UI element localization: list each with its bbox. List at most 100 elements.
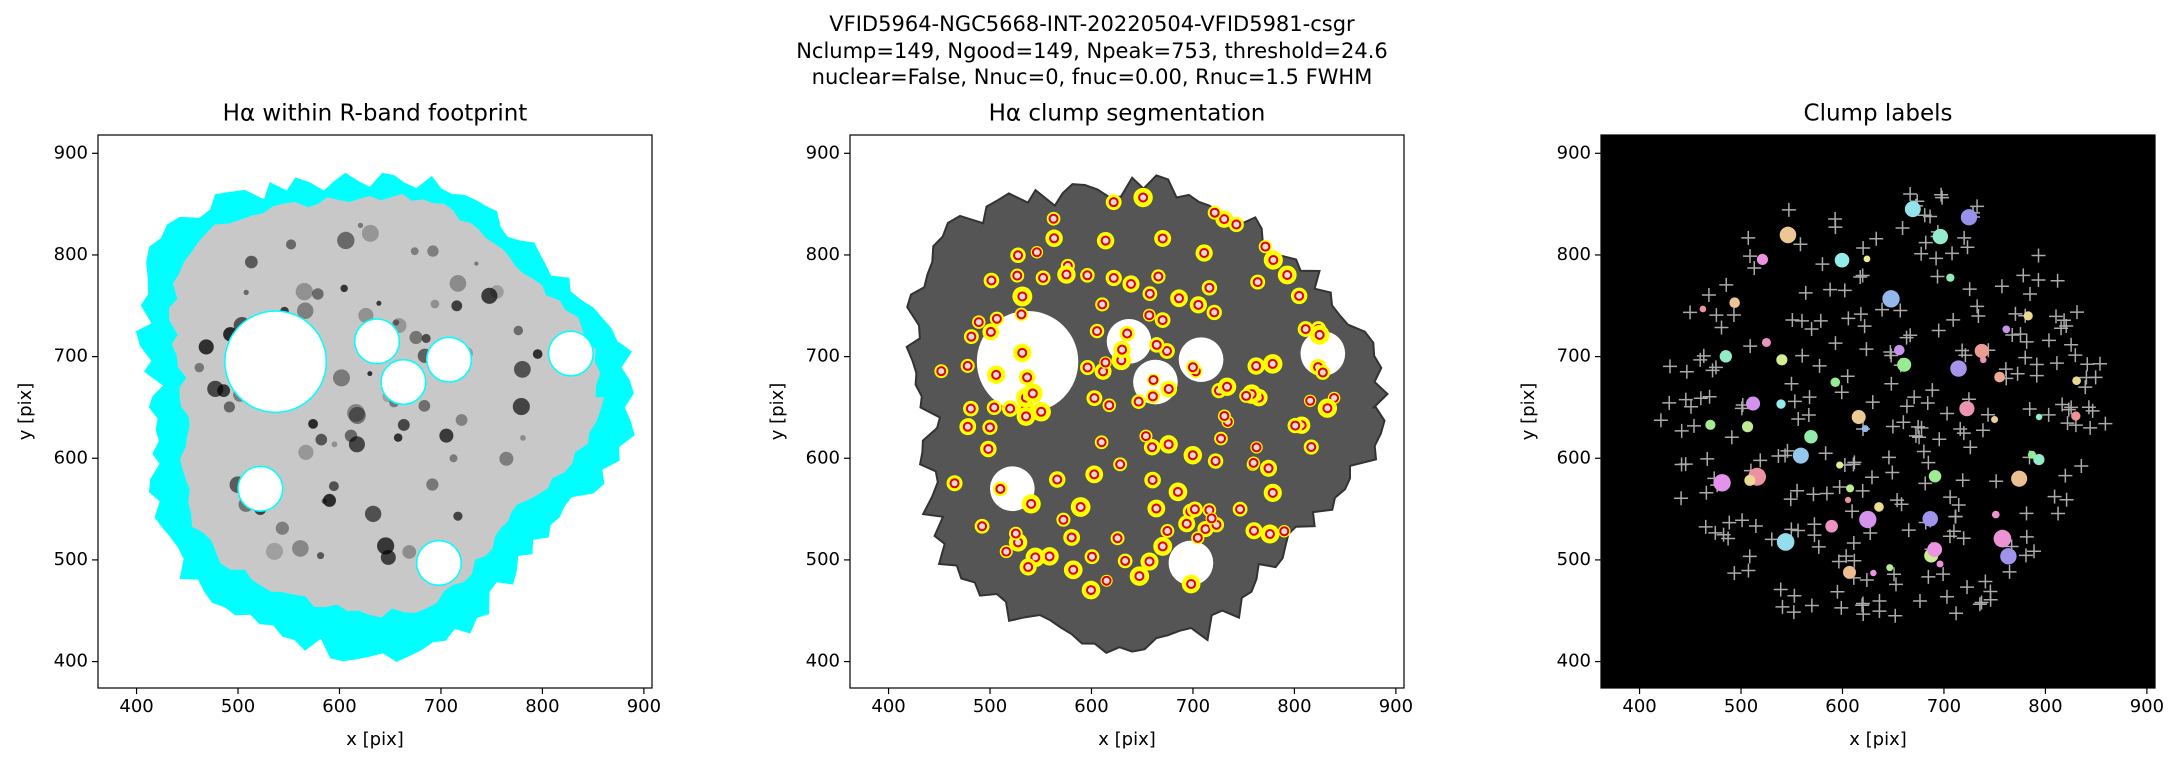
clump-marker xyxy=(1186,579,1197,590)
peak-marker xyxy=(1794,313,1809,328)
peak-marker xyxy=(1802,390,1817,405)
peak-marker xyxy=(2008,306,2023,321)
clump-label xyxy=(2011,470,2028,487)
clump-marker xyxy=(1305,395,1316,406)
clump-marker xyxy=(1112,533,1123,544)
y-tick-label: 500 xyxy=(54,549,88,570)
clump-label xyxy=(1863,255,1871,263)
peak-marker xyxy=(2031,272,2046,287)
peak-marker xyxy=(2098,416,2113,431)
x-tick-label: 400 xyxy=(1622,696,1656,717)
peak-marker xyxy=(1872,604,1887,619)
clump-label xyxy=(1830,377,1841,388)
clump-label xyxy=(1699,305,1707,313)
peak-marker xyxy=(1914,246,1929,261)
clump-marker xyxy=(1248,457,1259,468)
clump-marker xyxy=(986,275,997,286)
peak-marker xyxy=(2019,506,2034,521)
clump-marker xyxy=(962,421,973,432)
emission-spot xyxy=(449,275,467,292)
clump-label xyxy=(1904,201,1921,218)
clump-label xyxy=(1979,356,1987,364)
peak-marker xyxy=(1708,525,1723,540)
clump-marker xyxy=(1125,278,1136,289)
clump-marker xyxy=(1049,233,1060,244)
peak-marker xyxy=(2085,403,2100,418)
emission-spot xyxy=(451,300,463,312)
peak-marker xyxy=(1784,376,1799,391)
emission-spot xyxy=(337,231,355,250)
peak-marker xyxy=(1888,608,1903,623)
peak-marker xyxy=(1674,457,1689,472)
peak-marker xyxy=(1998,362,2013,377)
masked-star xyxy=(237,465,284,512)
emission-spot xyxy=(512,398,530,416)
clump-marker xyxy=(1248,525,1259,536)
peak-marker xyxy=(1841,311,1856,326)
peak-marker xyxy=(1813,313,1828,328)
peak-marker xyxy=(2016,268,2031,283)
peak-marker xyxy=(1970,299,1985,314)
clump-marker xyxy=(1147,475,1158,486)
clump-marker xyxy=(1174,293,1185,304)
peak-marker xyxy=(1832,480,1847,495)
peak-marker xyxy=(1934,187,1949,202)
peak-marker xyxy=(1875,302,1890,317)
peak-marker xyxy=(1679,364,1694,379)
peak-marker xyxy=(1946,524,1961,539)
y-tick-label: 600 xyxy=(54,447,88,468)
peak-marker xyxy=(2029,357,2044,372)
peak-marker xyxy=(2064,400,2079,415)
peak-marker xyxy=(1785,312,1800,327)
clump-marker xyxy=(949,478,960,489)
peak-marker xyxy=(2002,564,2017,579)
clump-marker xyxy=(1252,277,1263,288)
peak-marker xyxy=(1714,320,1729,335)
emission-spot xyxy=(449,454,458,463)
clump-marker xyxy=(962,360,973,371)
peak-marker xyxy=(1783,492,1798,507)
emission-spot xyxy=(194,362,205,373)
emission-spot xyxy=(223,401,235,413)
clump-marker xyxy=(973,317,984,328)
x-tick-label: 800 xyxy=(525,696,559,717)
peak-marker xyxy=(1674,423,1689,438)
emission-spot xyxy=(332,369,350,387)
clump-marker xyxy=(1148,374,1159,385)
peak-marker xyxy=(1955,473,1970,488)
clump-marker xyxy=(965,403,976,414)
clump-label xyxy=(1991,510,2000,519)
clump-marker xyxy=(1219,214,1230,225)
peak-marker xyxy=(1887,567,1902,582)
clump-marker xyxy=(1204,282,1215,293)
peak-marker xyxy=(2050,273,2065,288)
clump-marker xyxy=(1052,474,1063,485)
peak-marker xyxy=(1864,470,1879,485)
y-tick-label: 400 xyxy=(1557,651,1591,672)
clump-marker xyxy=(1044,551,1055,562)
clump-marker xyxy=(1066,532,1077,543)
peak-marker xyxy=(1853,307,1868,322)
emission-spot xyxy=(315,433,328,446)
x-tick-label: 500 xyxy=(1724,696,1758,717)
clump-label xyxy=(1851,410,1866,425)
clump-label xyxy=(1719,350,1732,363)
peak-marker xyxy=(1818,446,1833,461)
axes-frame xyxy=(97,134,653,689)
peak-marker xyxy=(1893,303,1908,318)
panel: 400 500 600 700 800 900 400 500 600 700 800 900 Hα w… xyxy=(15,101,661,751)
peak-marker xyxy=(2010,366,2025,381)
x-axis-label: x [pix] xyxy=(346,729,404,750)
clump-label xyxy=(1882,290,1900,308)
clump-marker xyxy=(1268,255,1279,266)
clump-marker xyxy=(1027,388,1038,399)
clump-marker xyxy=(1187,450,1198,461)
peak-marker xyxy=(2064,337,2079,352)
clump-label xyxy=(1744,474,1756,486)
peak-marker xyxy=(2057,313,2072,328)
peak-marker xyxy=(1747,261,1762,276)
peak-marker xyxy=(2055,397,2070,412)
peak-marker xyxy=(1945,246,1960,261)
y-tick-label: 900 xyxy=(1557,142,1591,163)
clump-marker xyxy=(1031,247,1042,258)
